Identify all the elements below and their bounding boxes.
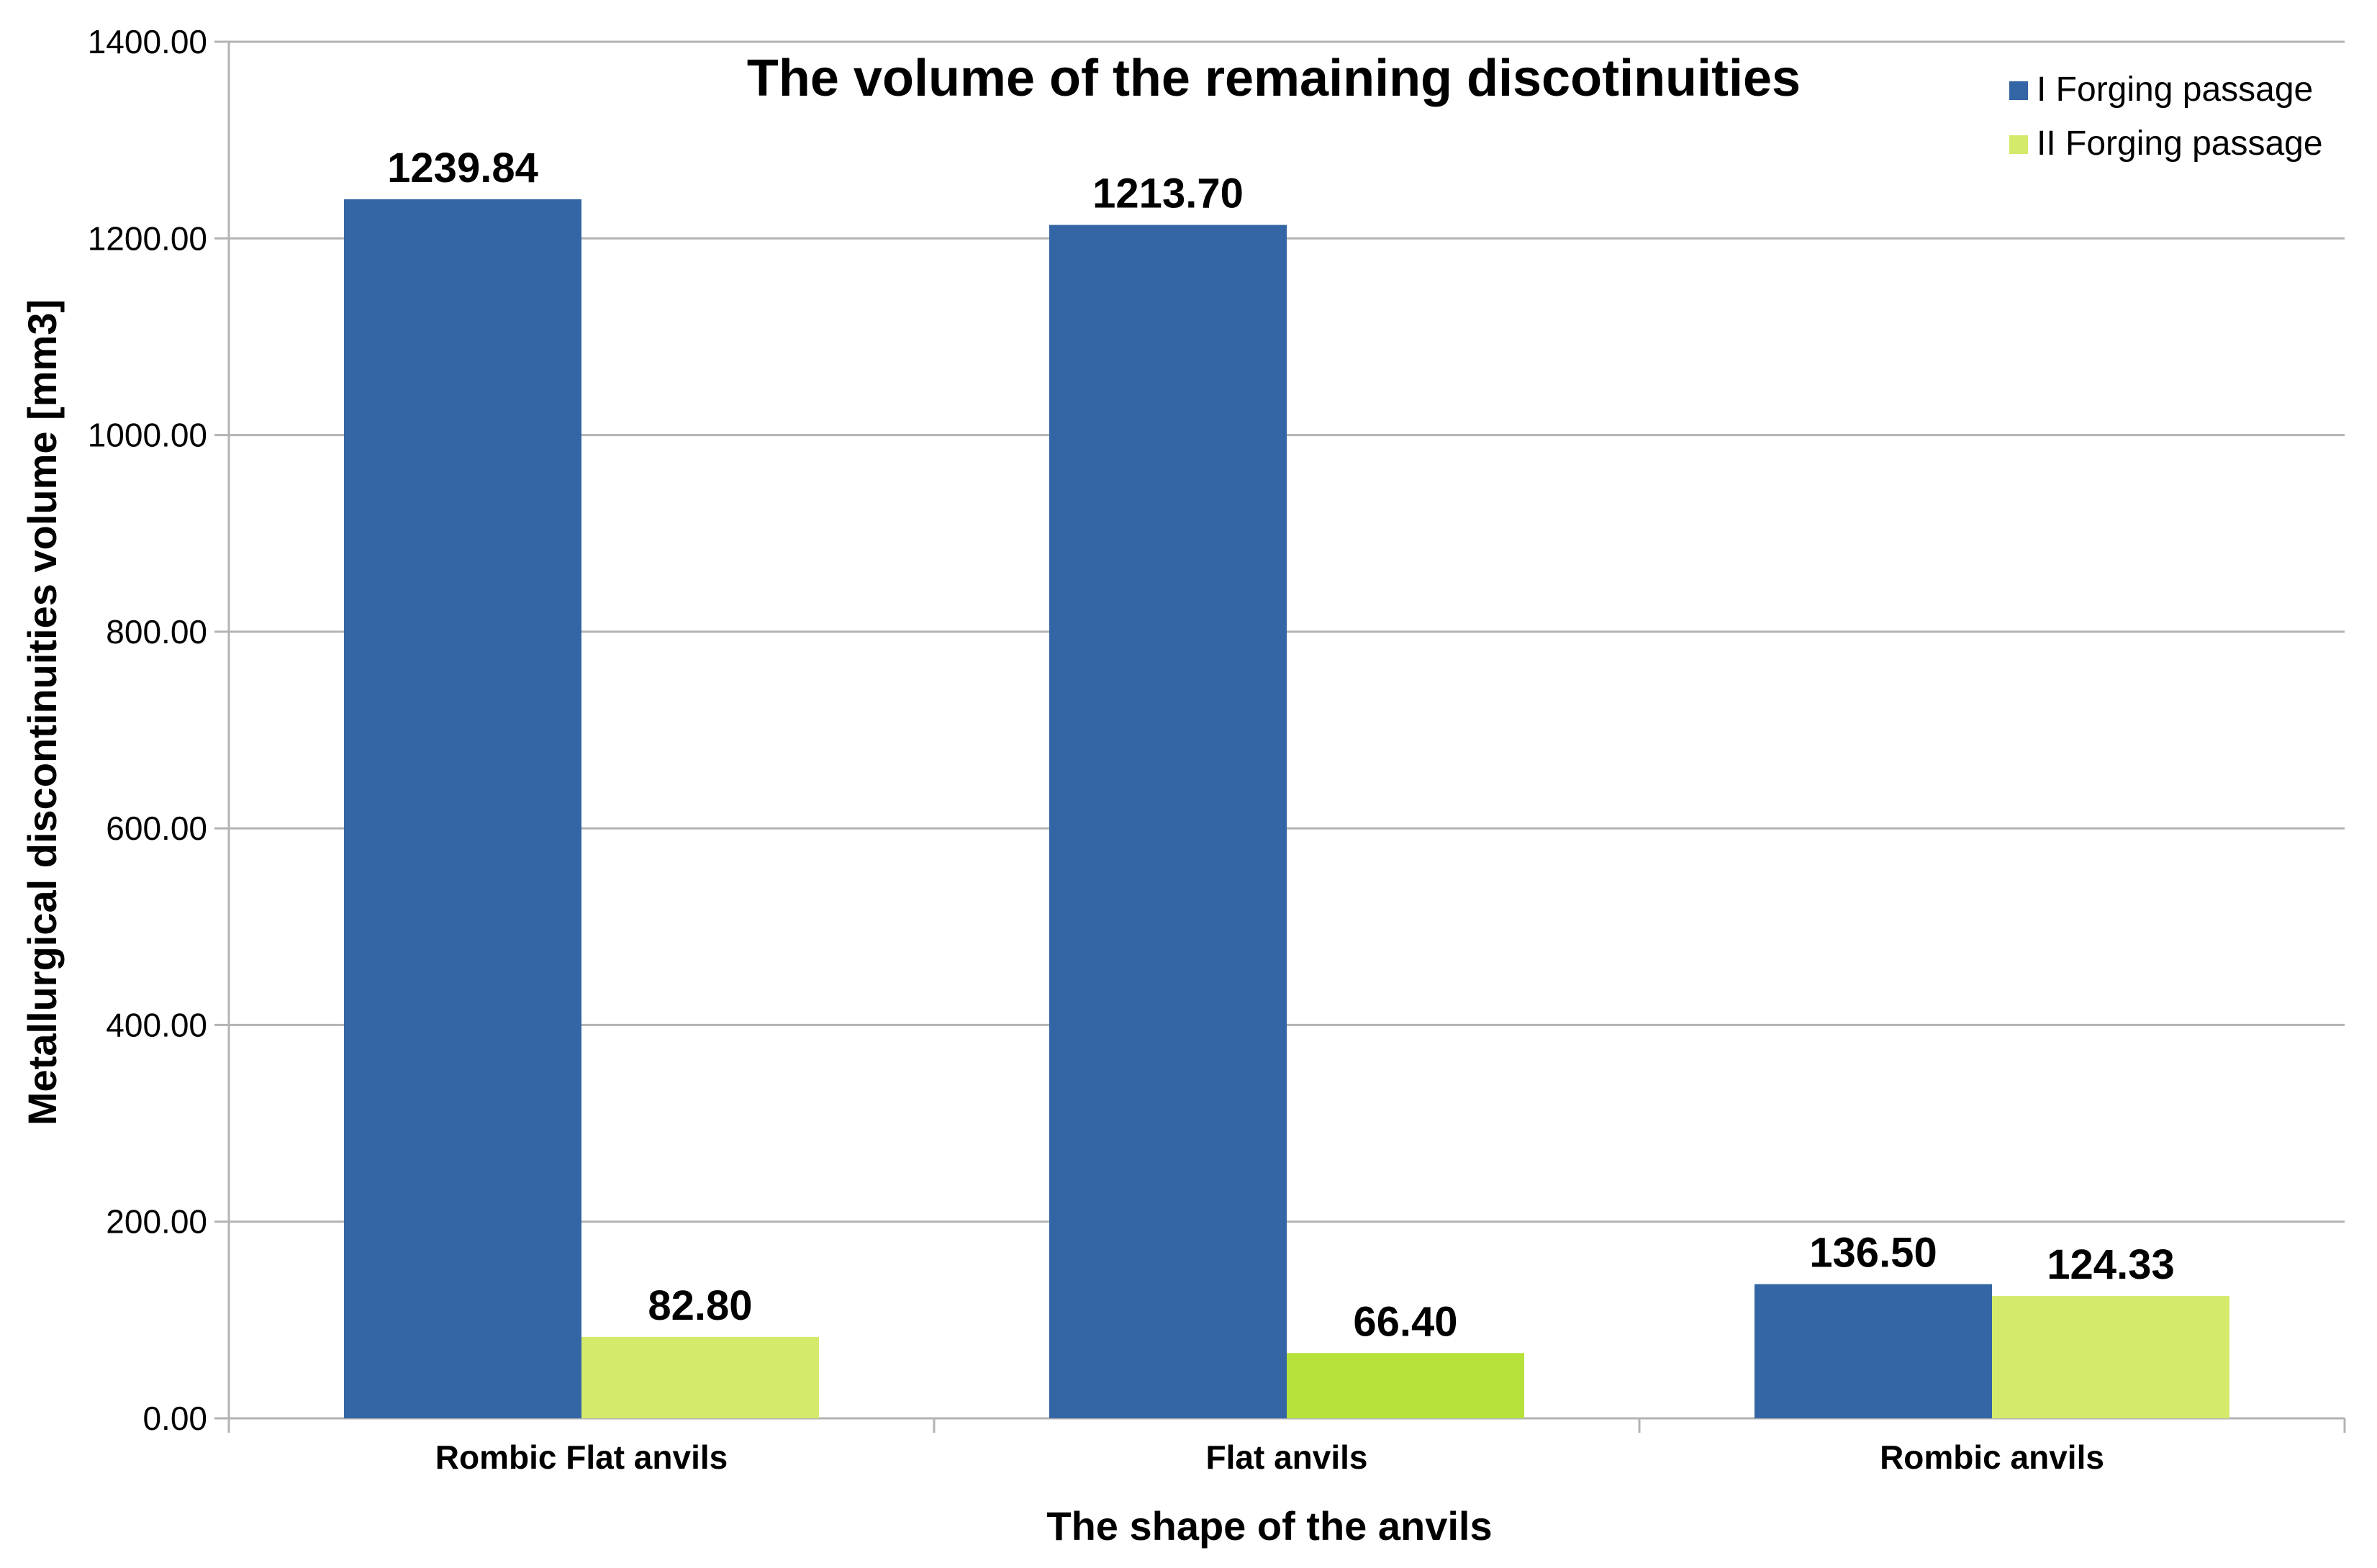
- data-label-series-0-cat-0: 1239.84: [387, 145, 538, 191]
- legend-swatch-ii-forging-passage: [2009, 135, 2028, 154]
- bar-series-0-cat-1: [1049, 225, 1287, 1418]
- y-tick-label-1: 200.00: [106, 1203, 207, 1241]
- y-tick-label-4: 800.00: [106, 613, 207, 651]
- legend: I Forging passage II Forging passage: [2009, 71, 2323, 163]
- data-label-series-1-cat-1: 66.40: [1353, 1298, 1457, 1345]
- y-tick-label-2: 400.00: [106, 1006, 207, 1043]
- y-tick-label-7: 1400.00: [88, 23, 207, 60]
- legend-label-i-forging-passage: I Forging passage: [2037, 71, 2313, 109]
- y-tick-label-0: 0.00: [142, 1400, 207, 1437]
- data-label-series-0-cat-2: 136.50: [1809, 1229, 1937, 1276]
- x-tick-label-0: Rombic Flat anvils: [435, 1438, 728, 1476]
- x-tick-label-2: Rombic anvils: [1880, 1438, 2104, 1476]
- y-axis-title: Metallurgical discontinuities volume [mm…: [19, 299, 65, 1125]
- legend-swatch-i-forging-passage: [2009, 81, 2028, 100]
- bars: [344, 199, 2229, 1419]
- bar-series-1-cat-0: [581, 1336, 819, 1418]
- x-axis-title: The shape of the anvils: [1046, 1503, 1492, 1549]
- bar-series-1-cat-2: [1992, 1296, 2229, 1418]
- data-label-series-1-cat-2: 124.33: [2047, 1241, 2174, 1288]
- y-tick-label-3: 600.00: [106, 810, 207, 847]
- y-tick-label-5: 1000.00: [88, 417, 207, 454]
- chart-title: The volume of the remaining discotinuiti…: [747, 50, 1801, 107]
- data-label-series-0-cat-1: 1213.70: [1092, 171, 1244, 217]
- y-tick-label-6: 1200.00: [88, 219, 207, 257]
- data-label-series-1-cat-0: 82.80: [648, 1282, 752, 1329]
- x-tick-label-1: Flat anvils: [1206, 1438, 1368, 1476]
- bar-series-0-cat-2: [1755, 1284, 1992, 1418]
- bar-series-1-cat-1: [1287, 1353, 1524, 1418]
- legend-label-ii-forging-passage: II Forging passage: [2037, 124, 2323, 163]
- bar-series-0-cat-0: [344, 199, 581, 1419]
- data-labels: 1239.84 82.80 1213.70 66.40 136.50 124.33: [387, 145, 2175, 1345]
